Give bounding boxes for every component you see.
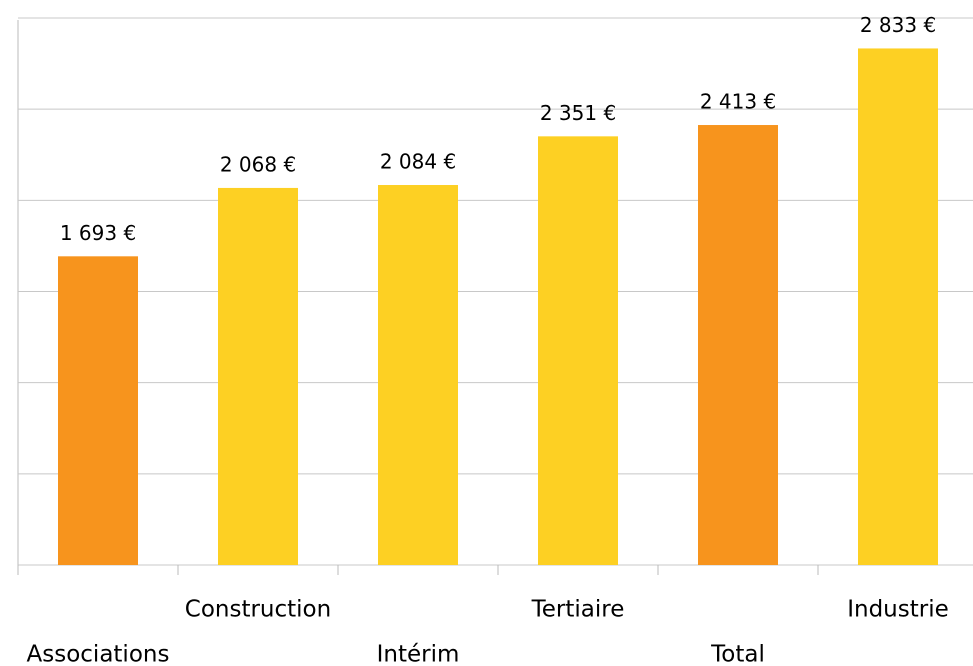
- value-label: 1 693 €: [60, 221, 136, 245]
- bar: [218, 187, 298, 565]
- bar: [378, 185, 458, 565]
- value-label: 2 833 €: [860, 13, 936, 37]
- bar: [58, 256, 138, 565]
- bar: [538, 136, 618, 565]
- x-tick-label: Construction: [185, 597, 331, 623]
- value-label: 2 068 €: [220, 152, 296, 176]
- x-tick-label: Associations: [27, 642, 170, 666]
- x-tick-label: Industrie: [847, 597, 949, 623]
- x-tick-label: Intérim: [377, 642, 460, 666]
- x-tick-label: Tertiaire: [531, 597, 625, 623]
- value-label: 2 413 €: [700, 90, 776, 114]
- bar: [698, 125, 778, 565]
- value-label: 2 084 €: [380, 150, 456, 174]
- bar: [858, 48, 938, 566]
- value-label: 2 351 €: [540, 101, 616, 125]
- x-tick-label: Total: [710, 642, 765, 666]
